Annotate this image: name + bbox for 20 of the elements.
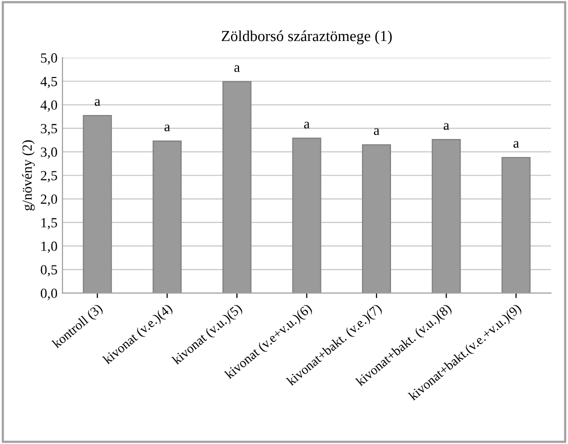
y-tick-label: 3,5 (40, 124, 58, 136)
annotation: a (374, 128, 380, 136)
y-tick-label: 5,0 (41, 53, 58, 65)
y-tick-label: 0,0 (40, 288, 58, 300)
y-tick-label: 1,0 (41, 242, 58, 253)
y-tick-label: 2,5 (40, 171, 58, 182)
annotation: a (304, 122, 310, 128)
chart-title: Zöldborsó száraztömege (1) (222, 30, 392, 44)
y-tick-label: 4,0 (40, 100, 58, 112)
annotation: a (94, 99, 100, 106)
y-tick-label: 0,5 (40, 265, 58, 276)
y-tick-label: 1,5 (41, 218, 58, 230)
y-tick-label: 3,0 (40, 147, 58, 159)
y-tick-label: 4,5 (40, 76, 58, 88)
y-axis-title: g/növény (2) (22, 140, 35, 210)
annotation: a (513, 141, 519, 148)
annotation: a (234, 65, 240, 72)
annotation: a (164, 124, 170, 132)
y-tick-label: 2,0 (40, 194, 58, 206)
annotation: a (444, 123, 450, 130)
